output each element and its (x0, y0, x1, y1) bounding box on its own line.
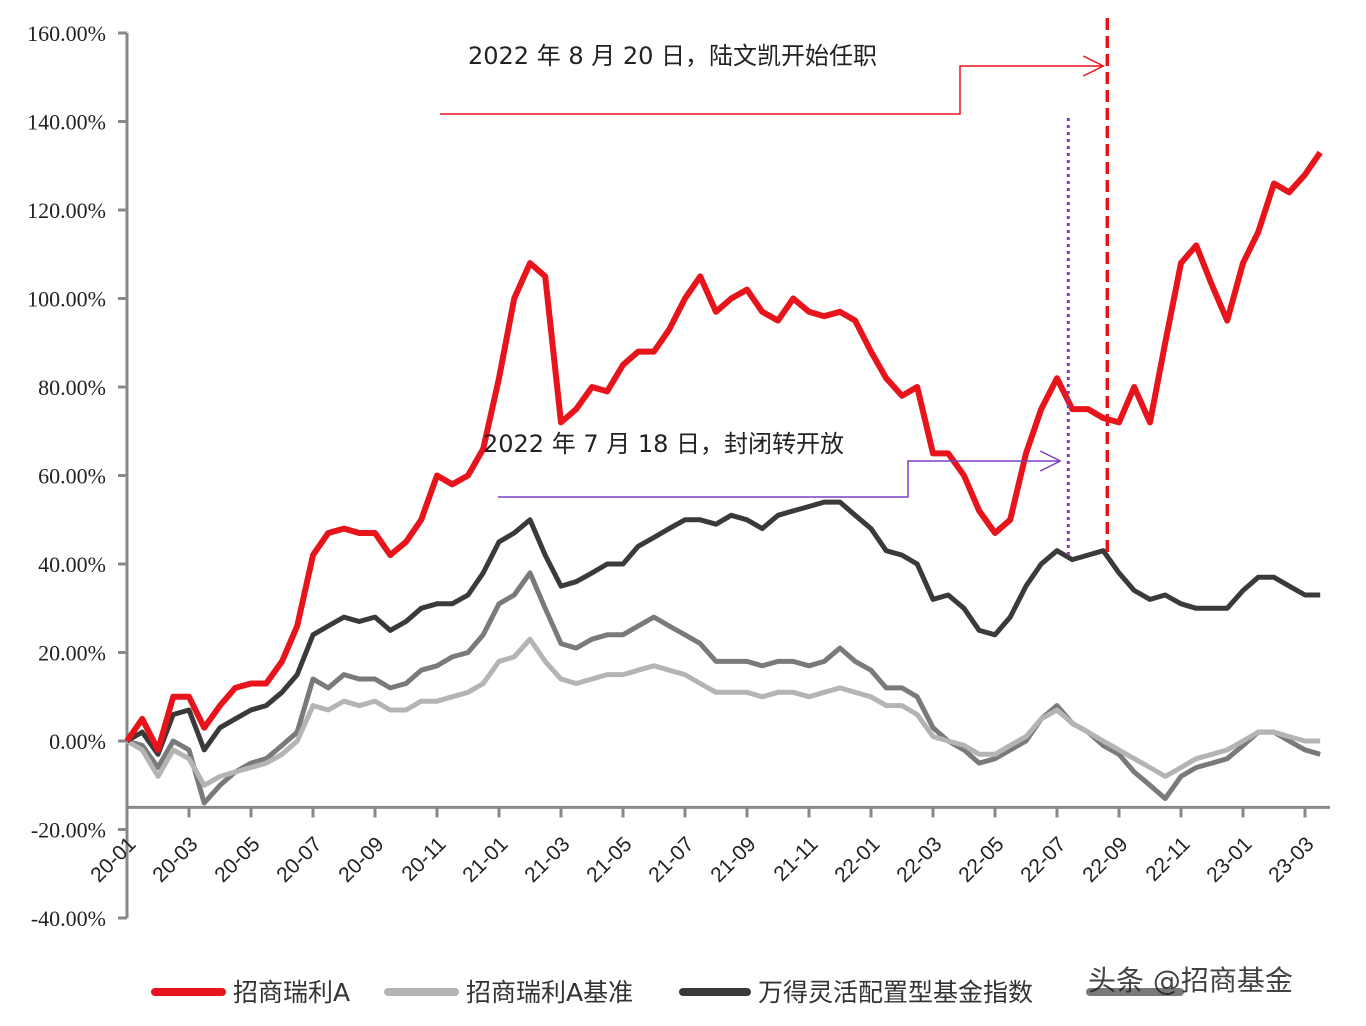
y-tick-label: 60.00% (38, 464, 106, 489)
x-tick-label: 22-11 (1141, 833, 1194, 886)
x-tick-label: 22-05 (954, 833, 1008, 887)
x-tick-label: 21-01 (458, 833, 512, 887)
x-tick-label: 22-07 (1016, 833, 1070, 887)
series-line-2 (125, 499, 1321, 757)
legend: 招商瑞利A 招商瑞利A基准 万得灵活配置型基金指数 头条 @招商基金 (151, 964, 1293, 1007)
annotations: 2022 年 8 月 20 日，陆文凯开始任职 2022 年 7 月 18 日，… (440, 18, 1110, 555)
x-tick-label: 22-01 (830, 833, 884, 887)
legend-label: 招商瑞利A基准 (466, 978, 633, 1007)
y-tick-label: -20.00% (31, 818, 106, 843)
y-tick-label: 160.00% (27, 21, 106, 46)
series-lines (124, 150, 1323, 806)
series-line-3 (126, 570, 1321, 806)
series-line-0 (124, 150, 1323, 753)
x-tick-label: 21-03 (520, 833, 574, 887)
x-tick-label: 23-01 (1202, 833, 1256, 887)
x-tick-label: 20-03 (148, 833, 202, 887)
y-tick-label: -40.00% (31, 906, 106, 931)
y-tick-label: 40.00% (38, 552, 106, 577)
arrow-head-red (1082, 55, 1105, 77)
axes: 160.00% 140.00% 120.00% 100.00% 80.00% 60.00%… (27, 21, 1330, 931)
legend-label: 万得灵活配置型基金指数 (758, 978, 1033, 1007)
y-tick-label: 140.00% (27, 110, 106, 135)
x-tick-label: 22-03 (892, 833, 946, 887)
arrow-line-red (440, 65, 1104, 115)
y-tick-label: 100.00% (27, 287, 106, 312)
x-tick-label: 21-07 (644, 833, 698, 887)
annotation-open-ended: 2022 年 7 月 18 日，封闭转开放 (483, 430, 844, 458)
x-tick-label: 20-07 (272, 833, 326, 887)
y-tick-label: 0.00% (49, 729, 106, 754)
x-tick-label: 21-05 (582, 833, 636, 887)
arrow-line-purple (498, 460, 1061, 498)
arrow-head-purple (1039, 450, 1062, 472)
x-tick-label: 20-11 (397, 833, 450, 886)
y-tick-label: 20.00% (38, 641, 106, 666)
legend-label: 招商瑞利A (233, 978, 350, 1007)
x-tick-label: 23-03 (1264, 833, 1318, 887)
annotation-manager-start: 2022 年 8 月 20 日，陆文凯开始任职 (468, 42, 877, 70)
y-tick-label: 80.00% (38, 375, 106, 400)
x-tick-label: 20-05 (210, 833, 264, 887)
x-tick-label: 21-11 (769, 833, 822, 886)
x-tick-label: 20-09 (334, 833, 388, 887)
y-tick-label: 120.00% (27, 198, 106, 223)
x-tick-label: 22-09 (1078, 833, 1132, 887)
x-tick-label: 21-09 (706, 833, 760, 887)
series-line-1 (125, 636, 1321, 788)
watermark: 头条 @招商基金 (1088, 964, 1293, 997)
